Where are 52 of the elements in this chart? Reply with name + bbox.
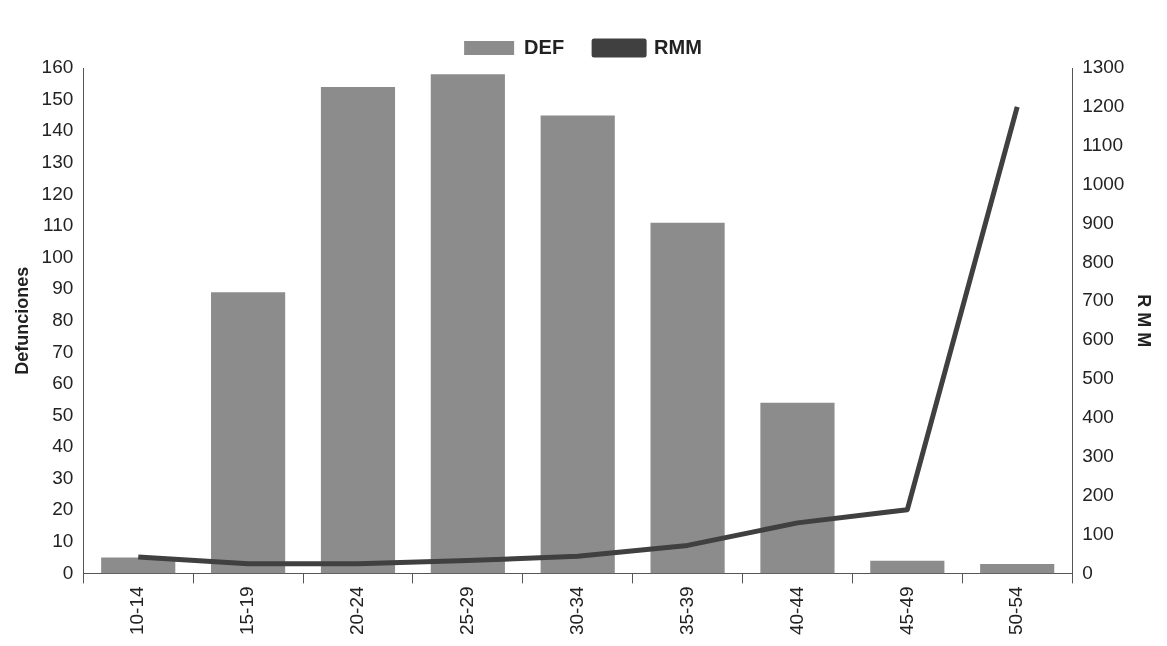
y-tick-label: 150: [41, 87, 74, 109]
y2-tick-label: 1200: [1082, 95, 1125, 117]
y-tick-label: 60: [52, 372, 74, 394]
legend-label: RMM: [654, 35, 702, 58]
bar: [650, 222, 725, 574]
y-tick-label: 40: [52, 435, 74, 457]
y-tick-label: 10: [52, 530, 74, 552]
y-tick-label: 70: [52, 340, 74, 362]
y2-axis-title: R M M: [1134, 294, 1155, 348]
x-tick-label: 10-14: [126, 585, 148, 636]
y2-tick-label: 1100: [1082, 133, 1123, 155]
bar: [540, 115, 615, 574]
y-tick-label: 160: [41, 56, 74, 78]
x-tick-label: 40-44: [785, 585, 807, 636]
y-tick-label: 140: [41, 119, 74, 141]
y2-tick-label: 1300: [1082, 56, 1125, 78]
y-tick-label: 130: [41, 151, 74, 172]
y2-tick-label: 400: [1082, 406, 1114, 428]
y-tick-label: 80: [52, 308, 74, 330]
y-axis-title: Defunciones: [11, 266, 32, 375]
y-tick-label: 0: [62, 561, 74, 583]
legend-label: DEF: [524, 35, 565, 58]
x-tick-label: 45-49: [895, 586, 917, 636]
x-tick-label: 15-19: [236, 586, 258, 636]
x-tick-label: 35-39: [675, 586, 697, 636]
bar: [980, 563, 1055, 574]
y-tick-label: 100: [41, 245, 74, 267]
y-tick-label: 90: [52, 277, 74, 299]
x-tick-label: 25-29: [456, 586, 478, 636]
y2-tick-label: 500: [1082, 367, 1114, 389]
x-tick-label: 50-54: [1005, 585, 1027, 636]
x-tick-label: 30-34: [565, 585, 587, 636]
bar: [870, 560, 945, 574]
y2-tick-label: 800: [1082, 250, 1114, 272]
bar: [320, 86, 396, 574]
y2-tick-label: 900: [1082, 211, 1114, 233]
y-tick-label: 50: [52, 403, 74, 425]
y2-tick-label: 700: [1082, 289, 1114, 311]
y2-tick-label: 1000: [1082, 172, 1125, 194]
x-tick-label: 20-24: [346, 585, 368, 636]
y2-tick-label: 600: [1082, 328, 1114, 350]
y2-tick-label: 200: [1082, 483, 1114, 505]
y2-tick-label: 0: [1082, 561, 1093, 583]
bar: [430, 74, 505, 574]
y2-tick-label: 300: [1082, 445, 1114, 467]
y-tick-label: 110: [43, 214, 74, 236]
bar: [760, 402, 835, 574]
y2-tick-label: 100: [1082, 522, 1114, 544]
y-tick-label: 20: [52, 498, 74, 520]
bar: [211, 292, 286, 574]
y-tick-label: 30: [52, 466, 74, 488]
y-tick-label: 120: [41, 182, 74, 204]
